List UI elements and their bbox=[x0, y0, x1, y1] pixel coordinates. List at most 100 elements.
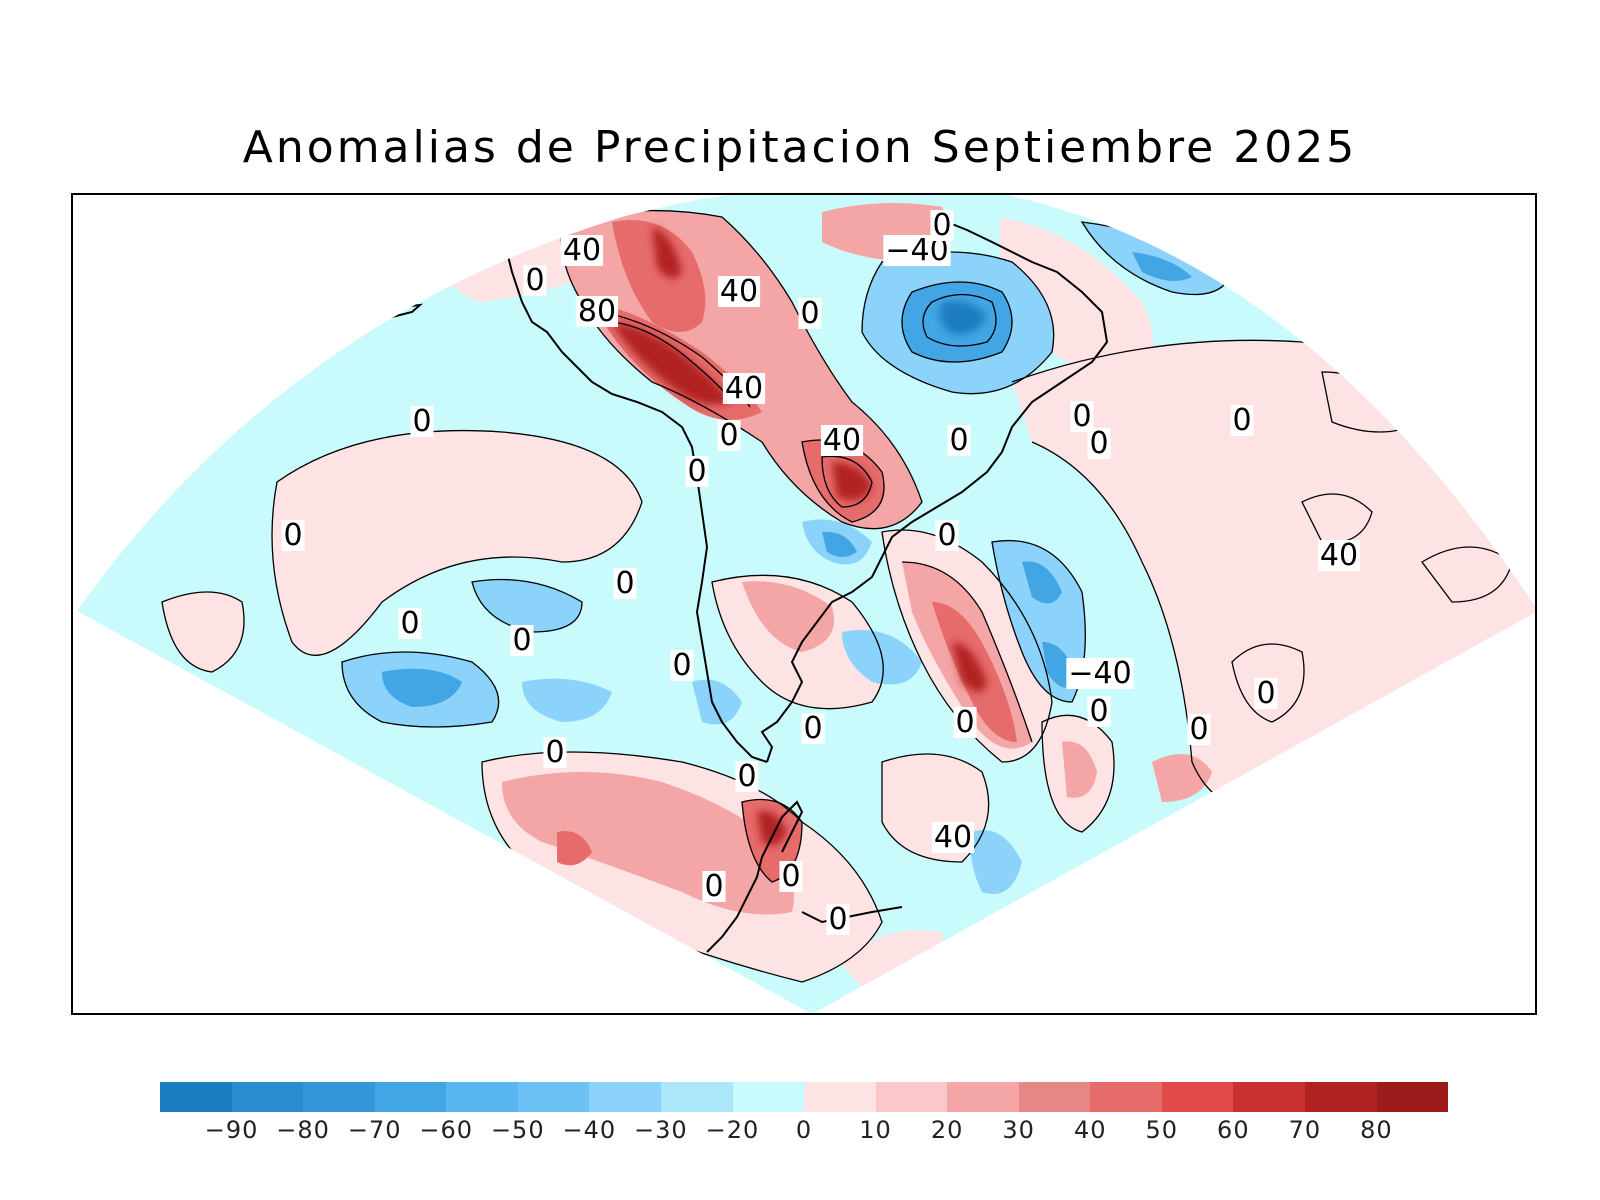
contour-label: 0 bbox=[781, 859, 800, 894]
contour-label-background bbox=[930, 210, 954, 241]
colorbar bbox=[160, 1082, 1449, 1112]
contour-label-background bbox=[670, 650, 694, 681]
colorbar-swatch bbox=[660, 1082, 733, 1112]
colorbar-swatch bbox=[1018, 1082, 1091, 1112]
contour-label-background bbox=[398, 608, 422, 639]
colorbar-tick-label: −60 bbox=[419, 1116, 474, 1144]
contour-label-background bbox=[798, 298, 822, 329]
colorbar-tick-label: 0 bbox=[795, 1116, 813, 1144]
colorbar-swatch bbox=[589, 1082, 661, 1112]
contour-label-background bbox=[560, 235, 604, 266]
contour-label: 0 bbox=[672, 648, 691, 683]
contour-label: 40 bbox=[934, 820, 972, 855]
colorbar-swatch bbox=[303, 1082, 375, 1112]
contour-label: 40 bbox=[720, 274, 758, 309]
very-strong-positive-anomaly bbox=[612, 227, 987, 846]
colorbar-swatch bbox=[517, 1082, 590, 1112]
contour-label-background bbox=[1066, 658, 1134, 689]
colorbar-tick-label: −70 bbox=[347, 1116, 402, 1144]
contour-label: 0 bbox=[1189, 712, 1208, 747]
contour-label-background bbox=[935, 520, 959, 551]
colorbar-swatch bbox=[1090, 1082, 1162, 1112]
contour-label-background bbox=[953, 707, 977, 738]
contour-label-background bbox=[1230, 405, 1254, 436]
colorbar-tick-label: −80 bbox=[276, 1116, 330, 1144]
contour-label: 0 bbox=[1089, 694, 1108, 729]
contour-label-background bbox=[410, 406, 434, 437]
contour-label-background bbox=[523, 265, 547, 296]
contour-label-background bbox=[702, 871, 726, 902]
contour-label: 0 bbox=[283, 518, 302, 553]
contour-label-background bbox=[717, 420, 741, 451]
contour-label-background bbox=[735, 761, 759, 792]
colorbar-swatch bbox=[1376, 1082, 1449, 1112]
colorbar-swatch bbox=[231, 1082, 304, 1112]
contour-label-background bbox=[820, 425, 864, 456]
colorbar-tick-label: −30 bbox=[634, 1116, 688, 1144]
contour-label: 0 bbox=[615, 566, 634, 601]
contour-label-background bbox=[685, 456, 709, 487]
map-title: Anomalias de Precipitacion Septiembre 20… bbox=[242, 122, 1358, 173]
contour-label-background bbox=[1087, 428, 1111, 459]
colorbar-swatch bbox=[374, 1082, 447, 1112]
contour-label: 0 bbox=[525, 263, 544, 298]
contour-label-background bbox=[947, 425, 971, 456]
contour-label: 0 bbox=[937, 518, 956, 553]
contour-label-background bbox=[826, 904, 850, 935]
colorbar-tick-labels: −90 −80 −70 −60 −50 −40 −30 −20 0 10 20 30 40 50 60 70 8… bbox=[160, 1116, 1448, 1146]
contour-label: 0 bbox=[719, 418, 738, 453]
contour-label: 40 bbox=[563, 233, 601, 268]
contour-label: 0 bbox=[803, 711, 822, 746]
colorbar-swatch bbox=[732, 1082, 805, 1112]
contour-label: 40 bbox=[725, 371, 763, 406]
contour-label: −40 bbox=[1068, 656, 1131, 691]
contour-label-background bbox=[931, 822, 975, 853]
contour-label-background bbox=[1070, 401, 1094, 432]
contour-label: 0 bbox=[545, 735, 564, 770]
colorbar-swatch bbox=[446, 1082, 518, 1112]
colorbar-tick-label: −90 bbox=[204, 1116, 259, 1144]
contour-label: 0 bbox=[828, 902, 847, 937]
colorbar-swatch bbox=[875, 1082, 948, 1112]
contour-label-background bbox=[779, 861, 803, 892]
very-strong-negative-anomaly bbox=[939, 301, 987, 335]
colorbar-tick-label: −40 bbox=[562, 1116, 617, 1144]
colorbar-swatch bbox=[1161, 1082, 1234, 1112]
contour-label-background bbox=[1254, 678, 1278, 709]
colorbar-tick-label: 70 bbox=[1288, 1116, 1322, 1144]
contour-label: 0 bbox=[1232, 403, 1251, 438]
contour-label: 0 bbox=[949, 423, 968, 458]
contour-label: 80 bbox=[578, 294, 616, 329]
contour-label-background bbox=[1087, 696, 1111, 727]
colorbar-swatch bbox=[160, 1082, 232, 1112]
colorbar-tick-label: 50 bbox=[1145, 1116, 1179, 1144]
colorbar-tick-label: 60 bbox=[1217, 1116, 1250, 1144]
contour-label-background bbox=[575, 296, 619, 327]
contour-label: 40 bbox=[1320, 538, 1358, 573]
contour-label-background bbox=[717, 276, 761, 307]
contour-label-background bbox=[1187, 714, 1211, 745]
contour-label: 0 bbox=[687, 454, 706, 489]
colorbar-swatch bbox=[947, 1082, 1019, 1112]
contour-label: 0 bbox=[1089, 426, 1108, 461]
colorbar-tick-label: 40 bbox=[1073, 1116, 1107, 1144]
contour-label-background bbox=[722, 373, 766, 404]
contour-label-background bbox=[543, 737, 567, 768]
colorbar-tick-label: 20 bbox=[930, 1116, 964, 1144]
contour-label: 0 bbox=[512, 623, 531, 658]
colorbar-swatch bbox=[1233, 1082, 1305, 1112]
contour-label: 0 bbox=[412, 404, 431, 439]
contour-label-background bbox=[510, 625, 534, 656]
contour-label: 0 bbox=[737, 759, 756, 794]
contour-label-background bbox=[801, 713, 825, 744]
contour-label: 0 bbox=[955, 705, 974, 740]
contour-label-background bbox=[281, 520, 305, 551]
colorbar-swatch bbox=[804, 1082, 876, 1112]
contour-label-background bbox=[613, 568, 637, 599]
colorbar-tick-label: 30 bbox=[1002, 1116, 1035, 1144]
contour-label: 0 bbox=[400, 606, 419, 641]
colorbar-tick-label: 10 bbox=[859, 1116, 892, 1144]
contour-label: 0 bbox=[1256, 676, 1275, 711]
colorbar-swatch bbox=[1305, 1082, 1377, 1112]
